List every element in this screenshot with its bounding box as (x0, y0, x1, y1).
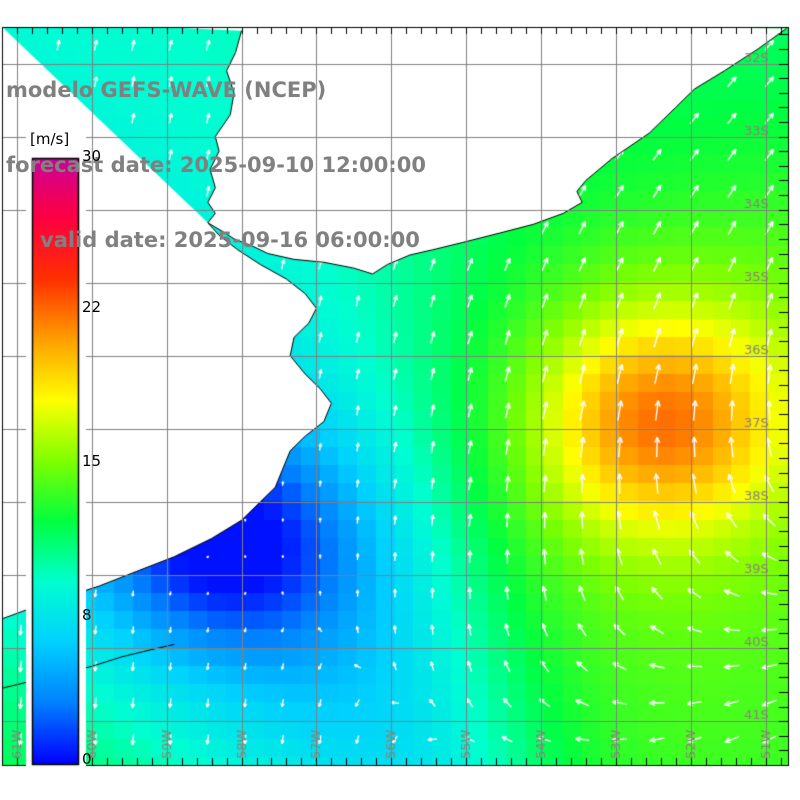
forecast-map-figure: modelo GEFS-WAVE (NCEP) forecast date: 2… (0, 0, 800, 800)
wind-speed-map-canvas (0, 0, 800, 800)
